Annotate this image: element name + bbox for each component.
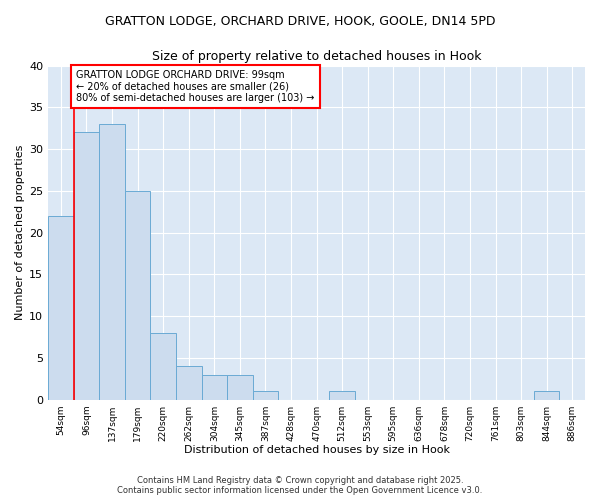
Bar bbox=[99, 124, 125, 400]
Bar bbox=[125, 191, 151, 400]
Title: Size of property relative to detached houses in Hook: Size of property relative to detached ho… bbox=[152, 50, 481, 63]
Text: Contains HM Land Registry data © Crown copyright and database right 2025.
Contai: Contains HM Land Registry data © Crown c… bbox=[118, 476, 482, 495]
Bar bbox=[48, 216, 74, 400]
Bar bbox=[151, 333, 176, 400]
Bar bbox=[534, 391, 559, 400]
Bar bbox=[329, 391, 355, 400]
Y-axis label: Number of detached properties: Number of detached properties bbox=[15, 145, 25, 320]
Text: GRATTON LODGE ORCHARD DRIVE: 99sqm
← 20% of detached houses are smaller (26)
80%: GRATTON LODGE ORCHARD DRIVE: 99sqm ← 20%… bbox=[76, 70, 314, 103]
Bar bbox=[227, 374, 253, 400]
Bar bbox=[74, 132, 99, 400]
Bar bbox=[202, 374, 227, 400]
Bar bbox=[176, 366, 202, 400]
Bar bbox=[253, 391, 278, 400]
Text: GRATTON LODGE, ORCHARD DRIVE, HOOK, GOOLE, DN14 5PD: GRATTON LODGE, ORCHARD DRIVE, HOOK, GOOL… bbox=[105, 15, 495, 28]
X-axis label: Distribution of detached houses by size in Hook: Distribution of detached houses by size … bbox=[184, 445, 449, 455]
